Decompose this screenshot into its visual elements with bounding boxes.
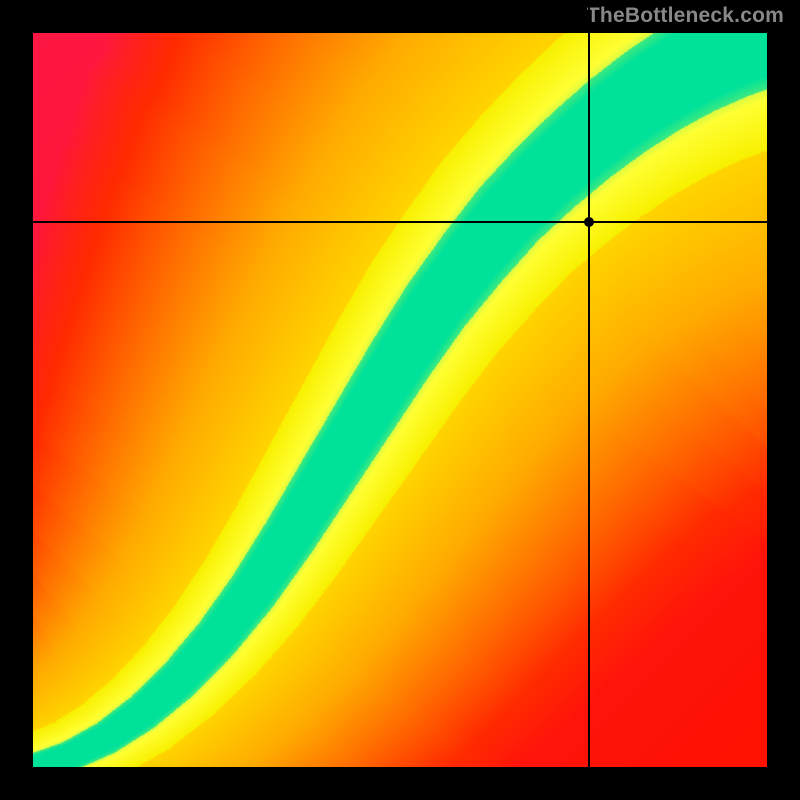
crosshair-horizontal [0, 221, 800, 223]
plot-area [33, 33, 767, 767]
watermark-text: TheBottleneck.com [587, 4, 784, 28]
crosshair-point [584, 217, 594, 227]
heatmap-canvas [33, 33, 767, 767]
crosshair-vertical [588, 0, 590, 800]
chart-root: TheBottleneck.com [0, 0, 800, 800]
